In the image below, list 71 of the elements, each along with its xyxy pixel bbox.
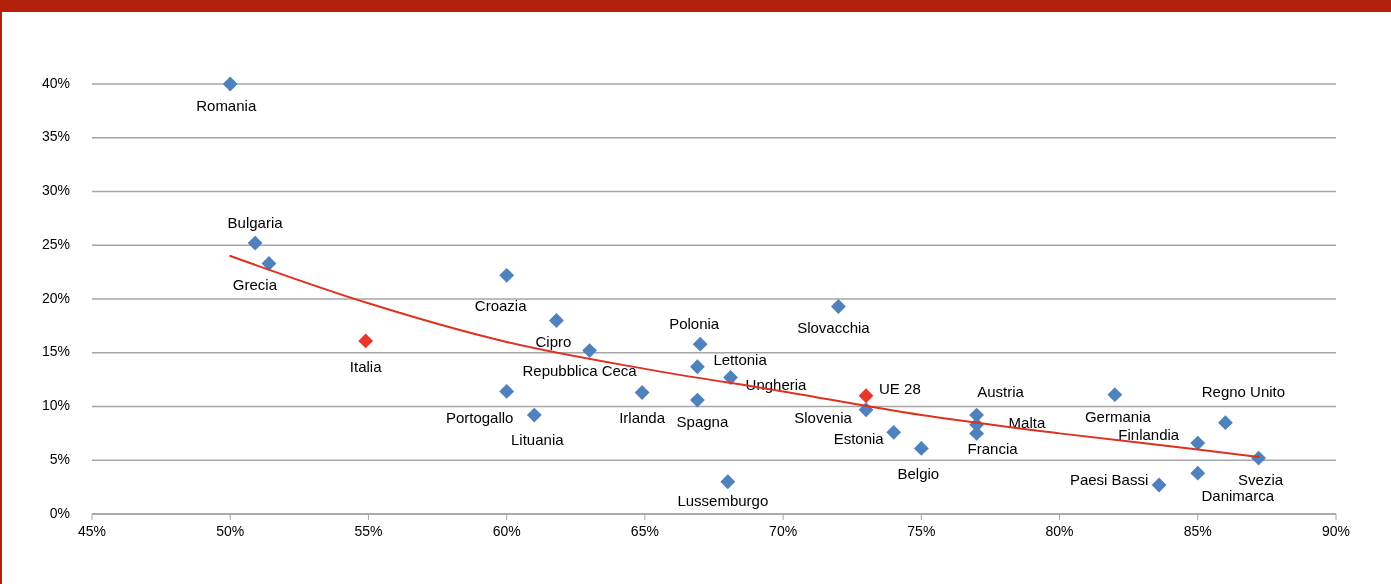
series-label: Polonia	[669, 315, 720, 333]
point	[1107, 387, 1123, 403]
series-label: Portogallo	[445, 409, 514, 427]
series-label: UE 28	[879, 379, 921, 397]
series-label: Slovacchia	[797, 319, 871, 337]
x-tick-label: 70%	[769, 523, 798, 539]
y-tick-label: 25%	[41, 235, 70, 252]
point	[549, 313, 564, 328]
point	[222, 76, 238, 92]
series-label: Regno Unito	[1201, 382, 1286, 400]
series-label: Lettonia	[713, 350, 768, 368]
y-tick-label: 30%	[41, 182, 70, 199]
y-tick-label: 0%	[49, 504, 70, 521]
series-label: Cipro	[535, 333, 572, 351]
point	[358, 333, 374, 349]
point	[886, 424, 902, 440]
series-label: Italia	[349, 357, 383, 375]
series-label: Romania	[196, 96, 257, 114]
series-label: Croazia	[474, 297, 528, 315]
point	[723, 370, 738, 385]
series-label: Svezia	[1238, 471, 1284, 489]
series-label: Bulgaria	[227, 214, 284, 232]
point	[526, 407, 542, 423]
point	[690, 392, 705, 408]
series-label: Malta	[1008, 413, 1046, 431]
series-label: Finlandia	[1118, 426, 1180, 444]
series-label: Irlanda	[619, 409, 666, 427]
x-tick-label: 55%	[354, 523, 383, 539]
point	[913, 441, 929, 456]
series-label: Spagna	[676, 413, 729, 431]
point	[1190, 435, 1206, 451]
series-label: Paesi Bassi	[1069, 470, 1149, 488]
x-tick-label: 80%	[1045, 523, 1074, 539]
y-tick-label: 40%	[41, 74, 70, 91]
series-label: Estonia	[833, 430, 885, 448]
series-label: Grecia	[232, 276, 278, 294]
y-tick-label: 5%	[49, 450, 70, 467]
point	[1151, 477, 1167, 493]
y-tick-label: 15%	[41, 343, 70, 360]
point	[247, 235, 263, 251]
series-label: Francia	[967, 440, 1019, 458]
y-tick-label: 10%	[41, 397, 70, 414]
series-label: Repubblica Ceca	[522, 361, 638, 379]
point	[634, 385, 650, 400]
point	[692, 336, 708, 352]
x-tick-label: 45%	[77, 523, 107, 539]
point	[858, 388, 874, 404]
point	[499, 384, 515, 399]
point	[1190, 465, 1206, 481]
y-tick-label: 35%	[41, 128, 70, 145]
point	[830, 299, 846, 314]
series-label: Lituania	[511, 431, 565, 449]
series-label: Slovenia	[794, 408, 853, 426]
series-label: Lussemburgo	[677, 491, 769, 509]
series-label: Belgio	[897, 465, 940, 483]
series-label: Germania	[1084, 407, 1152, 425]
series-label: Danimarca	[1201, 487, 1275, 505]
y-tick-label: 20%	[41, 289, 70, 306]
x-tick-label: 65%	[630, 523, 659, 539]
x-tick-label: 60%	[492, 523, 521, 539]
series-label: Austria	[977, 383, 1025, 401]
point	[499, 267, 515, 283]
point	[1218, 415, 1233, 431]
point	[690, 359, 705, 375]
x-tick-label: 50%	[216, 523, 245, 539]
point	[720, 474, 736, 490]
x-tick-label: 85%	[1183, 523, 1212, 539]
x-tick-label: 90%	[1321, 523, 1351, 539]
x-tick-label: 75%	[907, 523, 936, 539]
series-label: Ungheria	[745, 376, 808, 394]
point	[582, 343, 598, 359]
